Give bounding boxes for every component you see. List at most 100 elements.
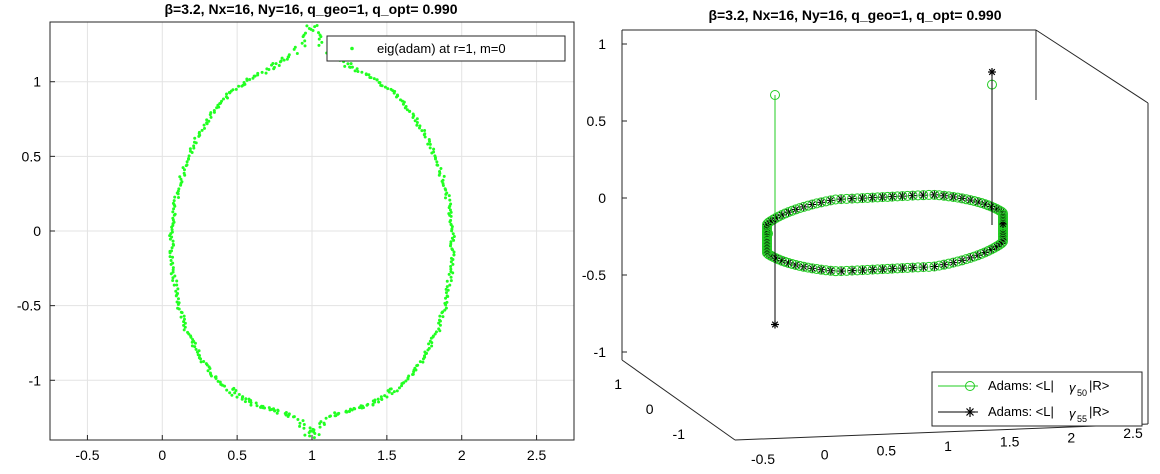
eigenvalue-point xyxy=(228,391,232,395)
left-x-tick-label: 1.5 xyxy=(377,447,397,463)
eigenvalue-point xyxy=(202,360,206,364)
legend-gamma-55: γ xyxy=(1069,406,1077,421)
ring-circle-marker xyxy=(929,261,940,272)
eigenvalue-point xyxy=(172,199,176,203)
ring-asterisk-marker xyxy=(898,192,907,201)
eigenvalue-point xyxy=(243,400,247,404)
eigenvalue-point xyxy=(415,117,419,121)
eigenvalue-point xyxy=(435,160,439,164)
eigenvalue-point xyxy=(377,81,381,85)
ring-asterisk-marker xyxy=(791,260,800,269)
eigenvalue-point xyxy=(172,243,176,247)
ring-circle-marker xyxy=(798,261,809,272)
eigenvalue-point xyxy=(218,380,222,384)
eigenvalue-point xyxy=(173,274,177,278)
eigenvalue-point xyxy=(315,24,319,28)
eigenvalue-point xyxy=(319,35,323,39)
left-y-tick-label: 0.5 xyxy=(22,148,42,164)
eigenvalue-point xyxy=(280,56,284,60)
eigenvalue-point xyxy=(176,302,180,306)
eigenvalue-point xyxy=(233,391,237,395)
eigenvalue-point xyxy=(245,78,249,82)
eigenvalue-point xyxy=(418,360,422,364)
eigenvalue-point xyxy=(200,128,204,132)
eigenvalue-point xyxy=(426,348,430,352)
eigenvalue-point xyxy=(207,119,211,123)
eigenvalue-point xyxy=(448,220,452,224)
eigenvalue-point xyxy=(249,403,253,407)
eigenvalue-point xyxy=(197,134,201,138)
right-x-tick-label: 0 xyxy=(821,447,829,463)
eigenvalue-point xyxy=(273,409,277,413)
ring-circle-marker xyxy=(836,266,847,277)
eigenvalue-point xyxy=(449,264,453,268)
eigenvalue-point xyxy=(311,427,315,431)
eigenvalue-point xyxy=(328,414,332,418)
eigenvalue-point xyxy=(193,341,197,345)
eigenvalue-point xyxy=(183,321,187,325)
eigenvalue-point xyxy=(430,151,434,155)
eigenvalue-point xyxy=(377,400,381,404)
ring-asterisk-marker xyxy=(784,208,793,217)
eigenvalue-point xyxy=(452,238,456,242)
eigenvalue-point xyxy=(278,60,282,64)
eigenvalue-point xyxy=(324,416,328,420)
eigenvalue-point xyxy=(303,39,307,43)
legend-gamma-50: γ xyxy=(1069,380,1077,395)
eigenvalue-point xyxy=(182,328,186,332)
ring-circle-marker xyxy=(857,265,868,276)
ring-asterisk-marker xyxy=(919,263,928,272)
eigenvalue-point xyxy=(367,73,371,77)
eigenvalue-point xyxy=(403,106,407,110)
eigenvalue-point xyxy=(383,394,387,398)
eigenvalue-point xyxy=(171,268,175,272)
eigenvalue-point xyxy=(452,253,456,257)
right-x-tick-label: -0.5 xyxy=(751,451,775,467)
eigenvalue-point xyxy=(300,41,304,45)
eigenvalue-point xyxy=(308,426,312,430)
eigenvalue-point xyxy=(450,225,454,229)
eigenvalue-point xyxy=(240,397,244,401)
eigenvalue-point xyxy=(449,267,453,271)
eigenvalue-point xyxy=(452,234,456,238)
eigenvalue-point xyxy=(230,393,234,397)
right-chart-title: β=3.2, Nx=16, Ny=16, q_geo=1, q_opt= 0.9… xyxy=(709,7,1002,23)
eigenvalue-point xyxy=(303,44,307,48)
eigenvalue-point xyxy=(171,255,175,259)
eigenvalue-point xyxy=(387,390,391,394)
eigenvalue-point xyxy=(369,76,373,80)
eigenvalue-point xyxy=(451,271,455,275)
eigenvalue-point xyxy=(447,206,451,210)
eigenvalue-point xyxy=(357,406,361,410)
eigenvalue-point xyxy=(188,147,192,151)
eigenvalue-point xyxy=(181,166,185,170)
ring-circle-marker xyxy=(816,197,827,208)
eigenvalue-point xyxy=(179,315,183,319)
eigenvalue-point xyxy=(444,291,448,295)
eigenvalue-point xyxy=(427,342,431,346)
eigenvalue-point xyxy=(174,294,178,298)
eigenvalue-point xyxy=(322,423,326,427)
eigenvalue-point xyxy=(380,398,384,402)
eigenvalue-point xyxy=(317,43,321,47)
eigenvalue-point xyxy=(168,237,172,241)
eigenvalue-point xyxy=(284,413,288,417)
eigenvalue-point xyxy=(428,146,432,150)
ring-circle-marker xyxy=(991,241,1002,252)
eigenvalue-point xyxy=(225,92,229,96)
eigenvalue-point xyxy=(350,408,354,412)
eigenvalue-point xyxy=(450,229,454,233)
eigenvalue-point xyxy=(309,27,313,31)
eigenvalue-point xyxy=(260,70,264,74)
eigenvalue-point xyxy=(264,71,268,75)
eigenvalue-point xyxy=(428,142,432,146)
eigenvalue-point xyxy=(451,232,455,236)
eigenvalue-point xyxy=(308,434,312,438)
left-y-tick-label: -0.5 xyxy=(17,298,41,314)
ring-circle-marker xyxy=(887,263,898,274)
eigenvalue-point xyxy=(449,279,453,283)
eigenvalue-point xyxy=(448,198,452,202)
eigenvalue-point xyxy=(275,411,279,415)
eigenvalue-point xyxy=(194,347,198,351)
eigenvalue-point xyxy=(356,70,360,74)
